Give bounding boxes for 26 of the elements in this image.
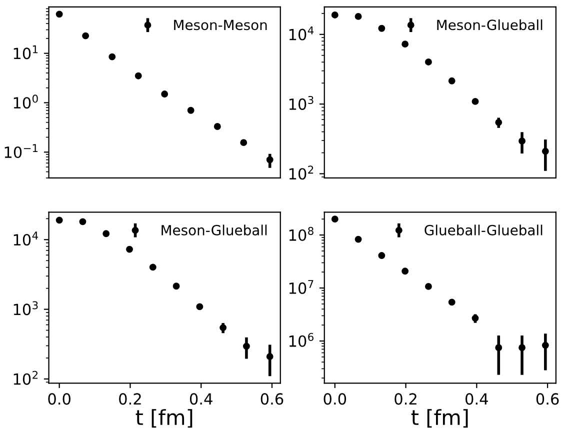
x-tick-label: 0.6 (260, 393, 284, 405)
x-tick-label: 0.4 (190, 393, 212, 405)
legend-label: Meson-Glueball (437, 19, 542, 30)
x-tick-label: 0.2 (394, 393, 416, 405)
y-tick-label: 10$^{3}$ (14, 301, 38, 316)
x-axis-title: t [fm] (411, 409, 468, 428)
x-tick-label: 0.6 (536, 393, 559, 405)
legend-label: Meson-Glueball (162, 224, 267, 236)
y-tick-label: 10$^{2}$ (14, 370, 38, 385)
y-tick-label: 10$^{4}$ (289, 26, 314, 40)
y-tick-label: 10$^{1}$ (14, 45, 38, 60)
y-tick-label: 10$^{−1}$ (4, 144, 38, 158)
y-tick-label: 10$^{0}$ (14, 94, 38, 109)
legend-label: Meson-Meson (174, 20, 267, 30)
x-axis-title: t [fm] (136, 409, 192, 428)
y-tick-label: 10$^{8}$ (289, 226, 314, 241)
x-tick-label: 0.0 (48, 393, 70, 405)
y-tick-label: 10$^{4}$ (14, 232, 38, 246)
y-tick-label: 10$^{2}$ (289, 166, 314, 180)
y-tick-label: 10$^{3}$ (289, 96, 314, 110)
x-tick-label: 0.4 (466, 393, 488, 405)
legend-label: Glueball-Glueball (424, 224, 542, 236)
y-tick-label: 10$^{6}$ (289, 332, 314, 347)
x-tick-label: 0.0 (324, 393, 346, 405)
y-tick-label: 10$^{7}$ (289, 280, 314, 294)
x-tick-label: 0.2 (119, 393, 141, 405)
